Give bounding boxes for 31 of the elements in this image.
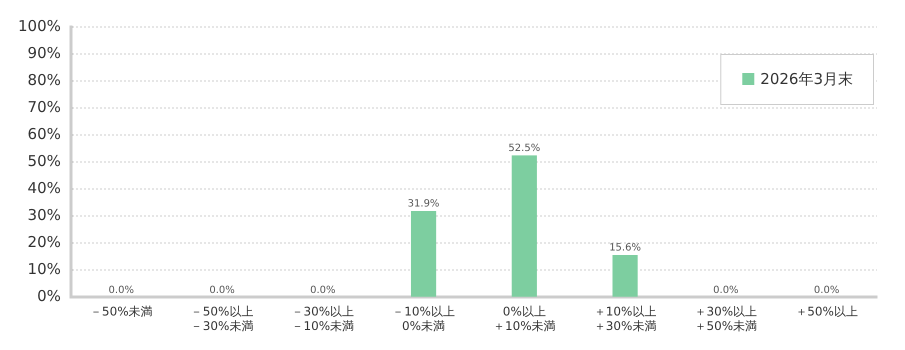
data-label: 15.6%: [609, 242, 641, 254]
y-tick-label: 20%: [28, 233, 61, 252]
data-label: 0.0%: [310, 284, 336, 296]
bar: [410, 211, 436, 297]
x-tick-label: －10%以上0%未満: [392, 304, 455, 333]
x-tick-label: －30%以上－10%未満: [291, 304, 354, 333]
data-label: 0.0%: [814, 284, 840, 296]
y-tick-label: 60%: [28, 124, 61, 143]
y-tick-label: 10%: [28, 260, 61, 278]
legend-label: 2026年3月末: [760, 70, 853, 88]
bar: [512, 155, 537, 297]
data-label: 0.0%: [209, 284, 235, 296]
x-tick-label: －50%以上－30%未満: [190, 304, 254, 333]
x-tick-label: 0%以上＋10%未満: [492, 304, 556, 333]
x-tick-label: ＋50%以上: [795, 304, 858, 319]
data-label: 0.0%: [108, 284, 134, 296]
x-tick-label: ＋30%以上＋50%未満: [694, 304, 758, 333]
y-tick-label: 30%: [28, 206, 61, 224]
x-tick-label: －50%未満: [90, 304, 153, 319]
data-label: 52.5%: [508, 142, 540, 154]
y-tick-label: 80%: [28, 70, 61, 89]
y-tick-label: 90%: [28, 44, 61, 62]
y-tick-label: 40%: [28, 179, 61, 198]
bar: [612, 255, 638, 297]
y-tick-label: 100%: [18, 16, 61, 35]
y-tick-label: 50%: [28, 152, 61, 170]
data-label: 0.0%: [713, 284, 739, 296]
y-tick-label: 0%: [37, 287, 61, 306]
x-tick-label: ＋10%以上＋30%未満: [594, 304, 656, 333]
data-label: 31.9%: [408, 198, 440, 210]
y-tick-label: 70%: [28, 98, 61, 116]
